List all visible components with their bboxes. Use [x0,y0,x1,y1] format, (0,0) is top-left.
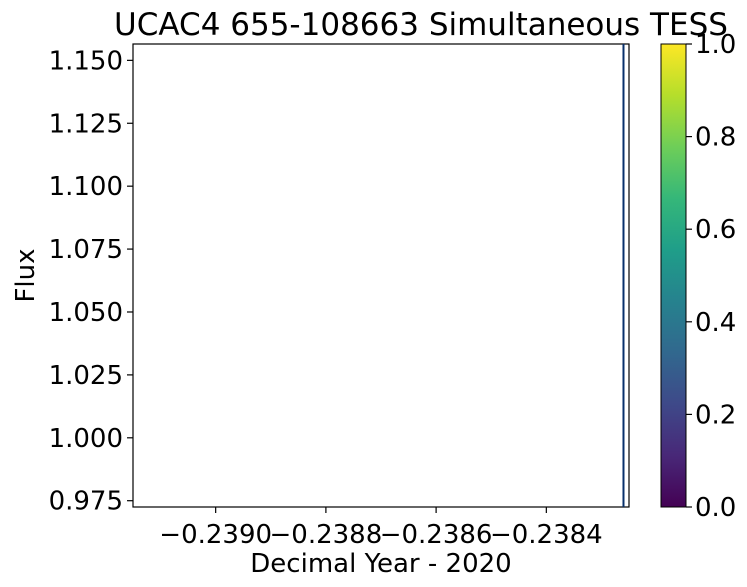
x-axis-ticks: −0.2390−0.2388−0.2386−0.2384 [159,507,603,550]
x-tick-label: −0.2388 [270,520,383,550]
chart-title: UCAC4 655-108663 Simultaneous TESS [114,7,728,43]
colorbar: 0.0 0.2 0.4 0.6 0.8 1.0 [660,30,736,523]
y-tick-label: 1.125 [49,109,123,139]
y-tick-label: 1.050 [49,298,123,328]
plot-frame [132,43,630,508]
plot-area [132,43,630,508]
colorbar-tick-label: 0.4 [695,308,736,338]
colorbar-tick-label: 0.0 [695,493,736,523]
colorbar-gradient [660,43,687,508]
y-tick-label: 1.000 [49,424,123,454]
colorbar-tick-label: 0.6 [695,215,736,245]
x-axis-label: Decimal Year - 2020 [250,549,511,579]
y-tick-label: 1.075 [49,235,123,265]
y-tick-label: 1.150 [49,46,123,76]
y-tick-label: 0.975 [49,487,123,517]
colorbar-ticks: 0.0 0.2 0.4 0.6 0.8 1.0 [686,30,736,523]
y-tick-label: 1.100 [49,172,123,202]
y-axis-ticks: 0.975 1.000 1.025 1.050 1.075 1.100 1.125 1.150 [49,46,133,517]
x-tick-label: −0.2390 [159,520,272,550]
x-tick-label: −0.2384 [490,520,603,550]
y-axis-label: Flux [11,248,41,302]
colorbar-tick-label: 0.2 [695,400,736,430]
colorbar-tick-label: 0.8 [695,123,736,153]
x-tick-label: −0.2386 [380,520,493,550]
y-tick-label: 1.025 [49,361,123,391]
colorbar-tick-label: 1.0 [695,30,736,60]
